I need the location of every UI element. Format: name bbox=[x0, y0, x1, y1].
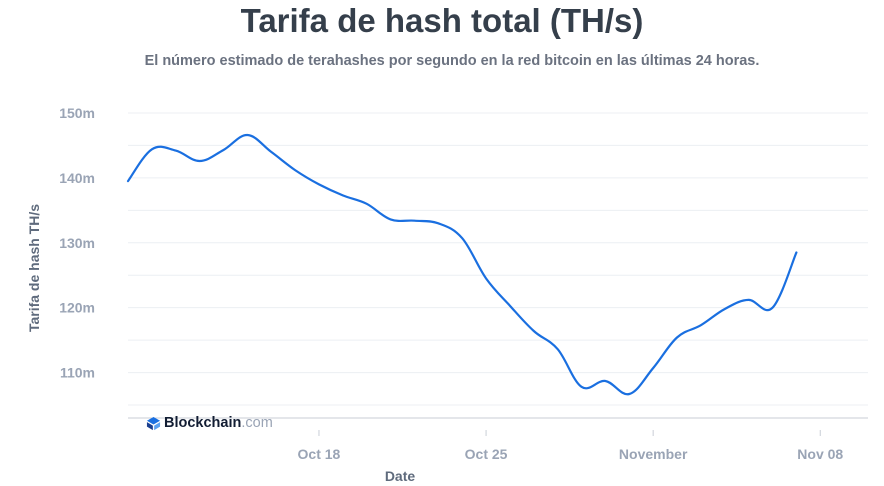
x-axis-ticks: Oct 18 Oct 25 November Nov 08 bbox=[298, 430, 843, 462]
brand-name: Blockchain bbox=[164, 415, 242, 431]
y-tick-label: 130m bbox=[59, 235, 95, 251]
blockchain-logo-icon bbox=[146, 416, 161, 430]
x-tick-label: Oct 25 bbox=[465, 446, 508, 462]
y-tick-label: 120m bbox=[59, 300, 95, 316]
brand-watermark: Blockchain .com bbox=[146, 415, 273, 431]
series-line bbox=[126, 133, 798, 396]
chart-subtitle: El número estimado de terahashes por seg… bbox=[144, 53, 760, 69]
y-tick-label: 140m bbox=[59, 170, 95, 186]
brand-suffix: .com bbox=[241, 415, 273, 431]
y-tick-label: 110m bbox=[60, 365, 95, 381]
y-tick-label: 150m bbox=[59, 105, 95, 121]
y-axis-ticks: 110m 120m 130m 140m 150m bbox=[59, 105, 95, 381]
chart-title: Tarifa de hash total (TH/s) bbox=[240, 2, 644, 39]
grid-lines bbox=[128, 112, 868, 406]
x-tick-label: November bbox=[619, 446, 688, 462]
x-axis-label: Date bbox=[385, 468, 416, 484]
x-tick-label: Oct 18 bbox=[298, 446, 341, 462]
x-tick-label: Nov 08 bbox=[797, 446, 843, 462]
y-axis-label: Tarifa de hash TH/s bbox=[26, 204, 42, 332]
